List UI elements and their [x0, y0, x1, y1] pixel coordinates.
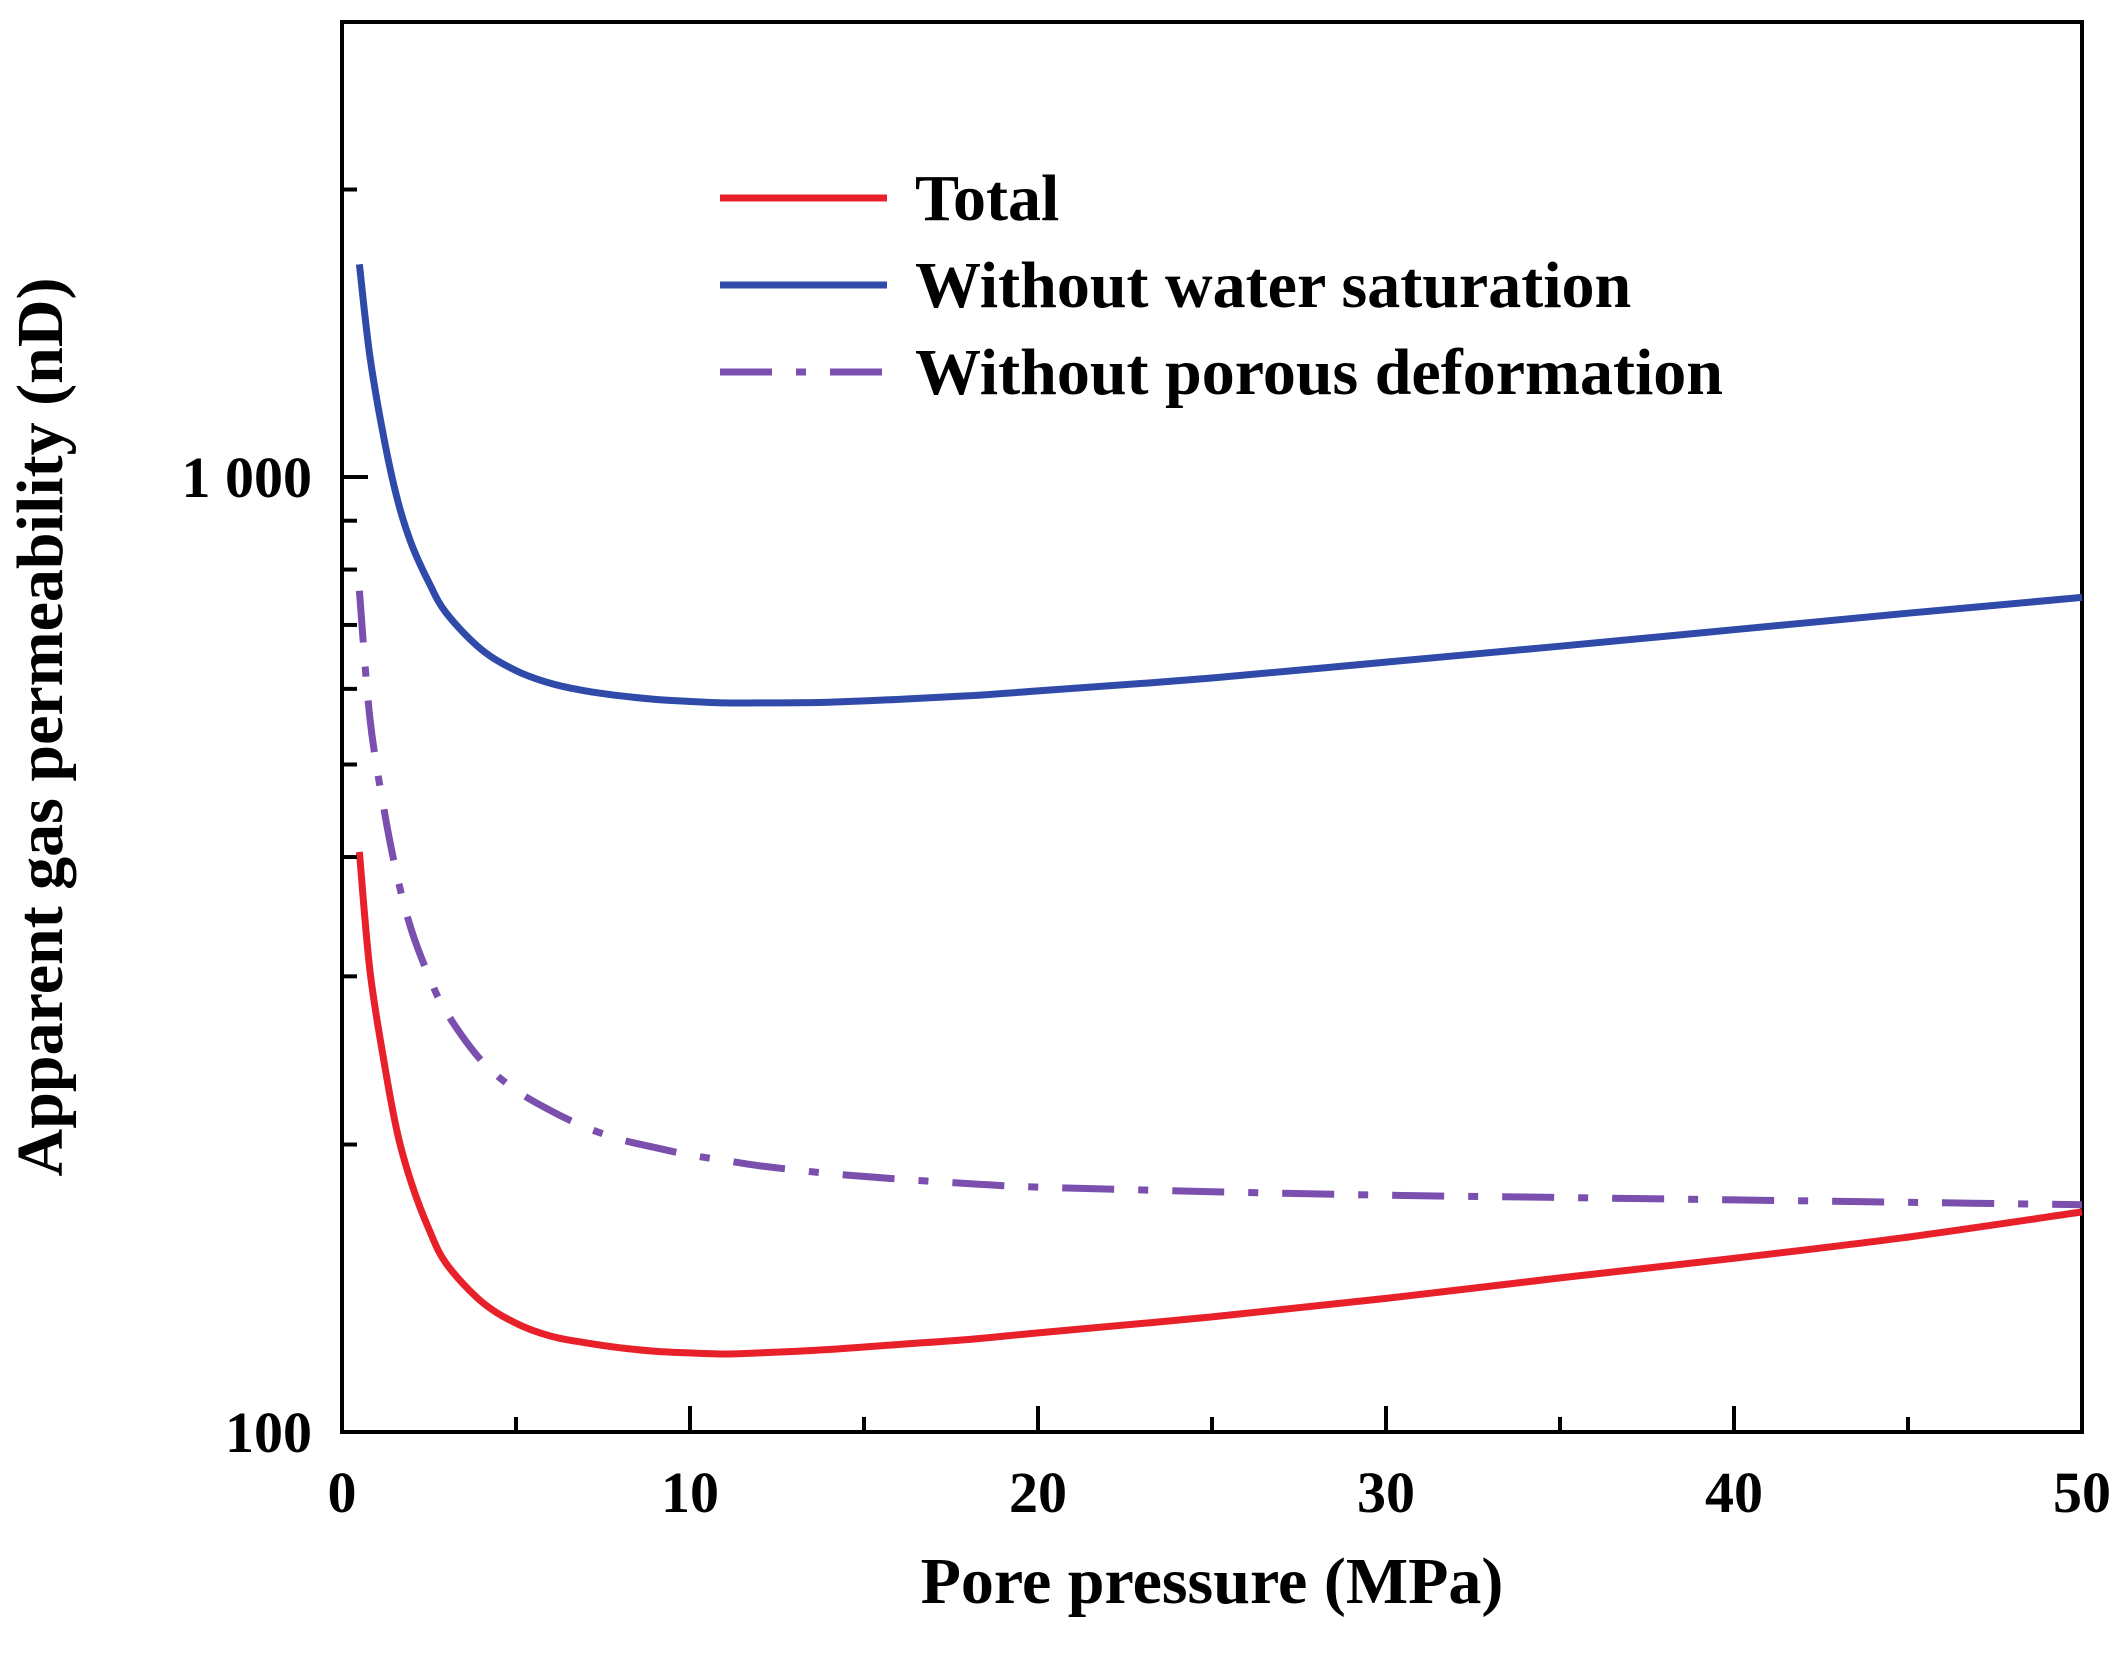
legend-label-1: Without water saturation — [915, 249, 1631, 322]
x-tick-label: 10 — [661, 1460, 719, 1525]
legend-label-0: Total — [915, 162, 1059, 235]
legend: Total Without water saturation Without por… — [720, 162, 1723, 409]
series-line-2 — [355, 590, 2083, 1209]
y-tick-label: 1 000 — [182, 445, 313, 510]
series-layer — [355, 263, 2083, 1358]
x-tick-label: 0 — [328, 1460, 357, 1525]
y-tick-label: 100 — [225, 1400, 312, 1465]
y-axis-title: Apparent gas permeability (nD) — [4, 278, 77, 1177]
series-line-0 — [355, 851, 2083, 1358]
legend-label-2: Without porous deformation — [915, 336, 1723, 409]
x-tick-label: 40 — [1705, 1460, 1763, 1525]
x-axis-title: Pore pressure (MPa) — [921, 1545, 1504, 1618]
plot-frame — [340, 20, 2084, 1434]
tick-layer: 0 10 20 30 40 50 100 1 000 — [182, 187, 2111, 1525]
x-tick-label: 30 — [1357, 1460, 1415, 1525]
series-line-1 — [355, 263, 2083, 707]
x-tick-label: 20 — [1009, 1460, 1067, 1525]
x-tick-label: 50 — [2053, 1460, 2111, 1525]
